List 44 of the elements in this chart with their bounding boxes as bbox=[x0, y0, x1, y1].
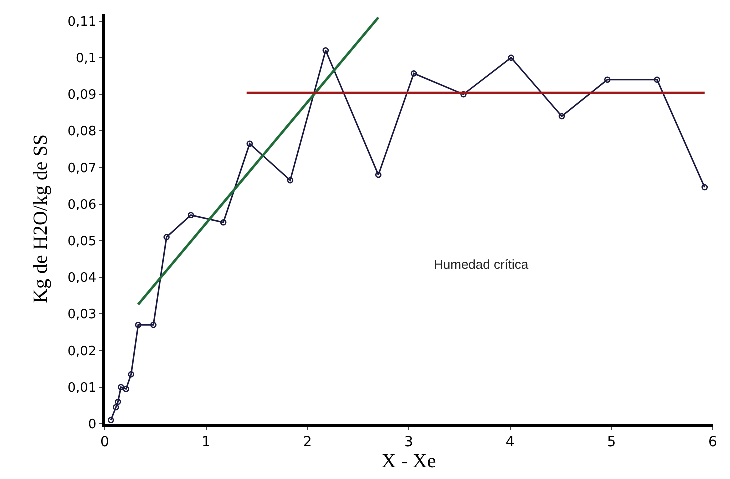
y-axis-title: Kg de H2O/kg de SS bbox=[30, 134, 52, 304]
point bbox=[604, 76, 611, 84]
point bbox=[115, 398, 122, 406]
x-tick-label: 4 bbox=[506, 434, 515, 451]
point bbox=[460, 91, 467, 98]
annotation: Humedad crítica bbox=[434, 257, 530, 272]
point bbox=[108, 417, 114, 424]
point bbox=[558, 113, 566, 120]
y-tick-label: 0 bbox=[88, 418, 97, 433]
x-tick-label: 2 bbox=[303, 434, 312, 451]
point bbox=[128, 371, 134, 378]
y-tick-label: 0,04 bbox=[68, 271, 97, 286]
point bbox=[164, 234, 170, 240]
y-tick-label: 0,07 bbox=[68, 161, 97, 176]
x-tick-label: 0 bbox=[100, 434, 110, 451]
point bbox=[375, 172, 382, 178]
y-tick-label: 0,08 bbox=[68, 124, 97, 140]
point bbox=[150, 322, 157, 328]
y-tick-label: 0,1 bbox=[76, 51, 97, 66]
y-tick-label: 0,03 bbox=[68, 308, 97, 323]
point bbox=[123, 386, 130, 392]
y-tick-label: 0,06 bbox=[68, 198, 97, 213]
point bbox=[654, 76, 660, 84]
point bbox=[246, 140, 254, 148]
y-tick-label: 0,05 bbox=[68, 234, 97, 250]
point bbox=[287, 177, 294, 184]
x-tick-label: 1 bbox=[202, 434, 211, 451]
point bbox=[113, 404, 120, 411]
y-tick-label: 0,09 bbox=[68, 88, 97, 104]
x-axis-title: X - Xe bbox=[382, 450, 436, 473]
point bbox=[220, 220, 227, 226]
point bbox=[322, 47, 330, 54]
point bbox=[188, 212, 194, 218]
point bbox=[702, 184, 708, 191]
x-tick-label: 3 bbox=[404, 434, 414, 451]
x-tick-label: 6 bbox=[708, 434, 718, 451]
x-tick-label: 5 bbox=[607, 434, 616, 451]
point bbox=[118, 384, 124, 391]
point bbox=[410, 70, 418, 77]
point bbox=[135, 322, 142, 328]
y-tick-label: 0,01 bbox=[68, 380, 97, 396]
y-tick-label: 0,11 bbox=[68, 14, 97, 30]
y-tick-label: 0,02 bbox=[68, 344, 97, 360]
point bbox=[508, 54, 514, 62]
